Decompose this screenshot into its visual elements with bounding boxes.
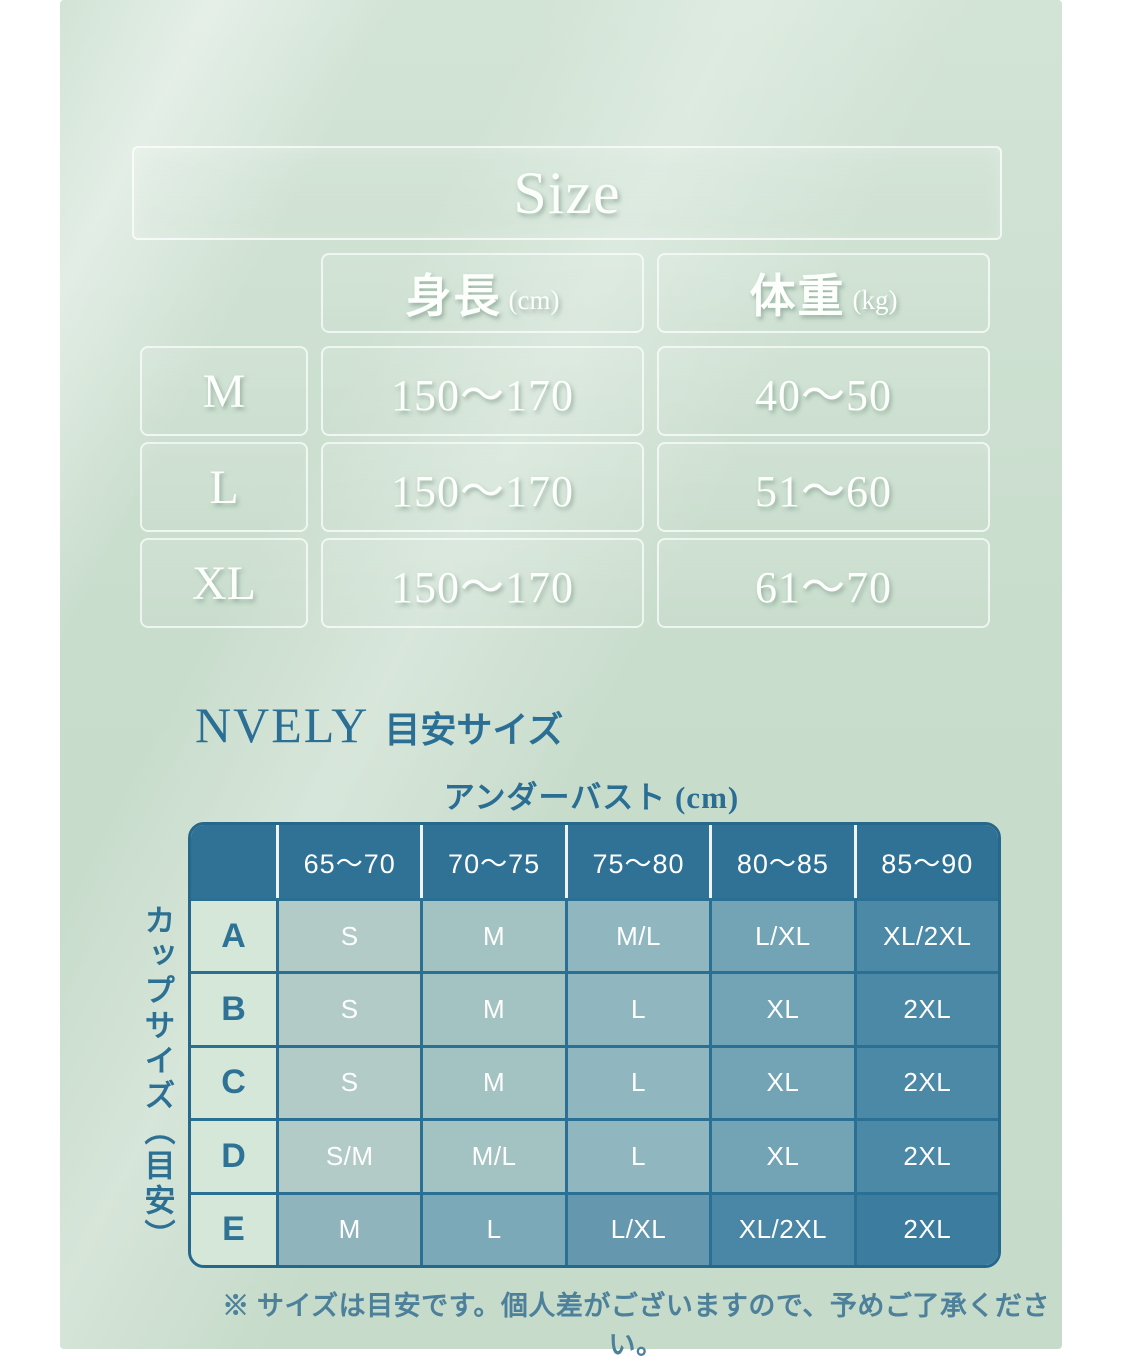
cup-row-label: D: [191, 1118, 276, 1191]
height-label: 身長: [405, 271, 502, 322]
cup-size-cell: XL: [709, 1044, 854, 1119]
size-value-cell: 150〜170: [321, 442, 644, 532]
cup-size-cell: M: [420, 898, 565, 972]
size-table-row: L 150〜170 51〜60: [140, 442, 990, 532]
cup-size-cell: 2XL: [853, 1191, 998, 1265]
cup-size-cell: 2XL: [853, 1044, 998, 1119]
cup-size-cell: L: [564, 971, 710, 1045]
height-unit: (cm): [508, 284, 560, 315]
cup-size-cell: XL: [709, 1118, 854, 1192]
size-value-cell: 51〜60: [657, 442, 990, 532]
size-table-row: M 150〜170 40〜50: [140, 346, 990, 436]
brand-name: NVELY: [195, 697, 370, 753]
cup-size-cell: 2XL: [853, 971, 998, 1045]
cup-row-label: C: [191, 1044, 276, 1118]
cup-size-cell: M/L: [420, 1118, 565, 1192]
underbust-range-header: 65〜70: [276, 825, 421, 898]
cup-size-cell: M/L: [564, 898, 710, 972]
size-guide-background: Size 身長 (cm) 体重 (kg) M 150〜170 40〜50 L 150〜1…: [60, 0, 1062, 1360]
weight-column-header: 体重 (kg): [657, 253, 990, 333]
size-title: Size: [513, 159, 621, 226]
underbust-range-header: 75〜80: [564, 825, 710, 898]
cup-size-cell: M: [276, 1191, 421, 1265]
cup-size-table: 65〜70 70〜75 75〜80 80〜85 85〜90 A S M M/L L/XL XL/2X…: [188, 822, 1001, 1268]
cup-size-cell: S: [276, 898, 421, 972]
weight-unit: (kg): [852, 284, 898, 315]
cup-size-cell: 2XL: [853, 1118, 998, 1192]
cup-row-label: E: [191, 1191, 276, 1265]
size-value-cell: 40〜50: [657, 346, 990, 436]
underbust-range-header: 70〜75: [420, 825, 565, 898]
underbust-range-header: 80〜85: [709, 825, 854, 898]
cup-size-cell: M: [420, 1044, 565, 1119]
cup-size-cell: L/XL: [709, 898, 854, 972]
cup-table-corner-cell: [191, 825, 276, 898]
cup-size-section-title: NVELY 目安サイズ: [195, 696, 563, 754]
cup-size-axis-label: カップサイズ（目安）: [139, 904, 175, 1254]
cup-row-label: B: [191, 971, 276, 1044]
size-value-cell: 150〜170: [321, 346, 644, 436]
cup-size-cell: S: [276, 971, 421, 1045]
cup-size-cell: XL/2XL: [709, 1191, 854, 1265]
size-value-cell: 61〜70: [657, 538, 990, 628]
size-row-label: XL: [140, 538, 308, 628]
cup-size-cell: XL: [709, 971, 854, 1045]
size-value-cell: 150〜170: [321, 538, 644, 628]
underbust-range-header: 85〜90: [853, 825, 998, 898]
cup-size-cell: L: [564, 1044, 710, 1119]
cup-row-label: A: [191, 898, 276, 971]
disclaimer-note: ※ サイズは目安です。個人差がございますので、予めご了承ください。: [222, 1291, 1050, 1360]
size-row-label: L: [140, 442, 308, 532]
cup-size-cell: L/XL: [564, 1191, 710, 1265]
size-header-spacer: [140, 253, 308, 329]
size-row-label: M: [140, 346, 308, 436]
underbust-axis-label: アンダーバスト (cm): [443, 780, 740, 815]
cup-size-cell: S/M: [276, 1118, 421, 1192]
cup-size-cell: M: [420, 971, 565, 1045]
cup-size-cell: L: [420, 1191, 565, 1265]
cup-size-cell: XL/2XL: [853, 898, 998, 972]
cup-size-cell: L: [564, 1118, 710, 1192]
cup-size-subtitle: 目安サイズ: [384, 710, 564, 750]
cup-size-cell: S: [276, 1044, 421, 1119]
size-table-row: XL 150〜170 61〜70: [140, 538, 990, 628]
size-title-box: Size: [132, 146, 1002, 240]
weight-label: 体重: [749, 271, 846, 322]
size-table-header-row: 身長 (cm) 体重 (kg): [140, 253, 990, 333]
size-table-body: M 150〜170 40〜50 L 150〜170 51〜60 XL 150〜170 61〜70: [140, 346, 990, 634]
height-column-header: 身長 (cm): [321, 253, 644, 333]
